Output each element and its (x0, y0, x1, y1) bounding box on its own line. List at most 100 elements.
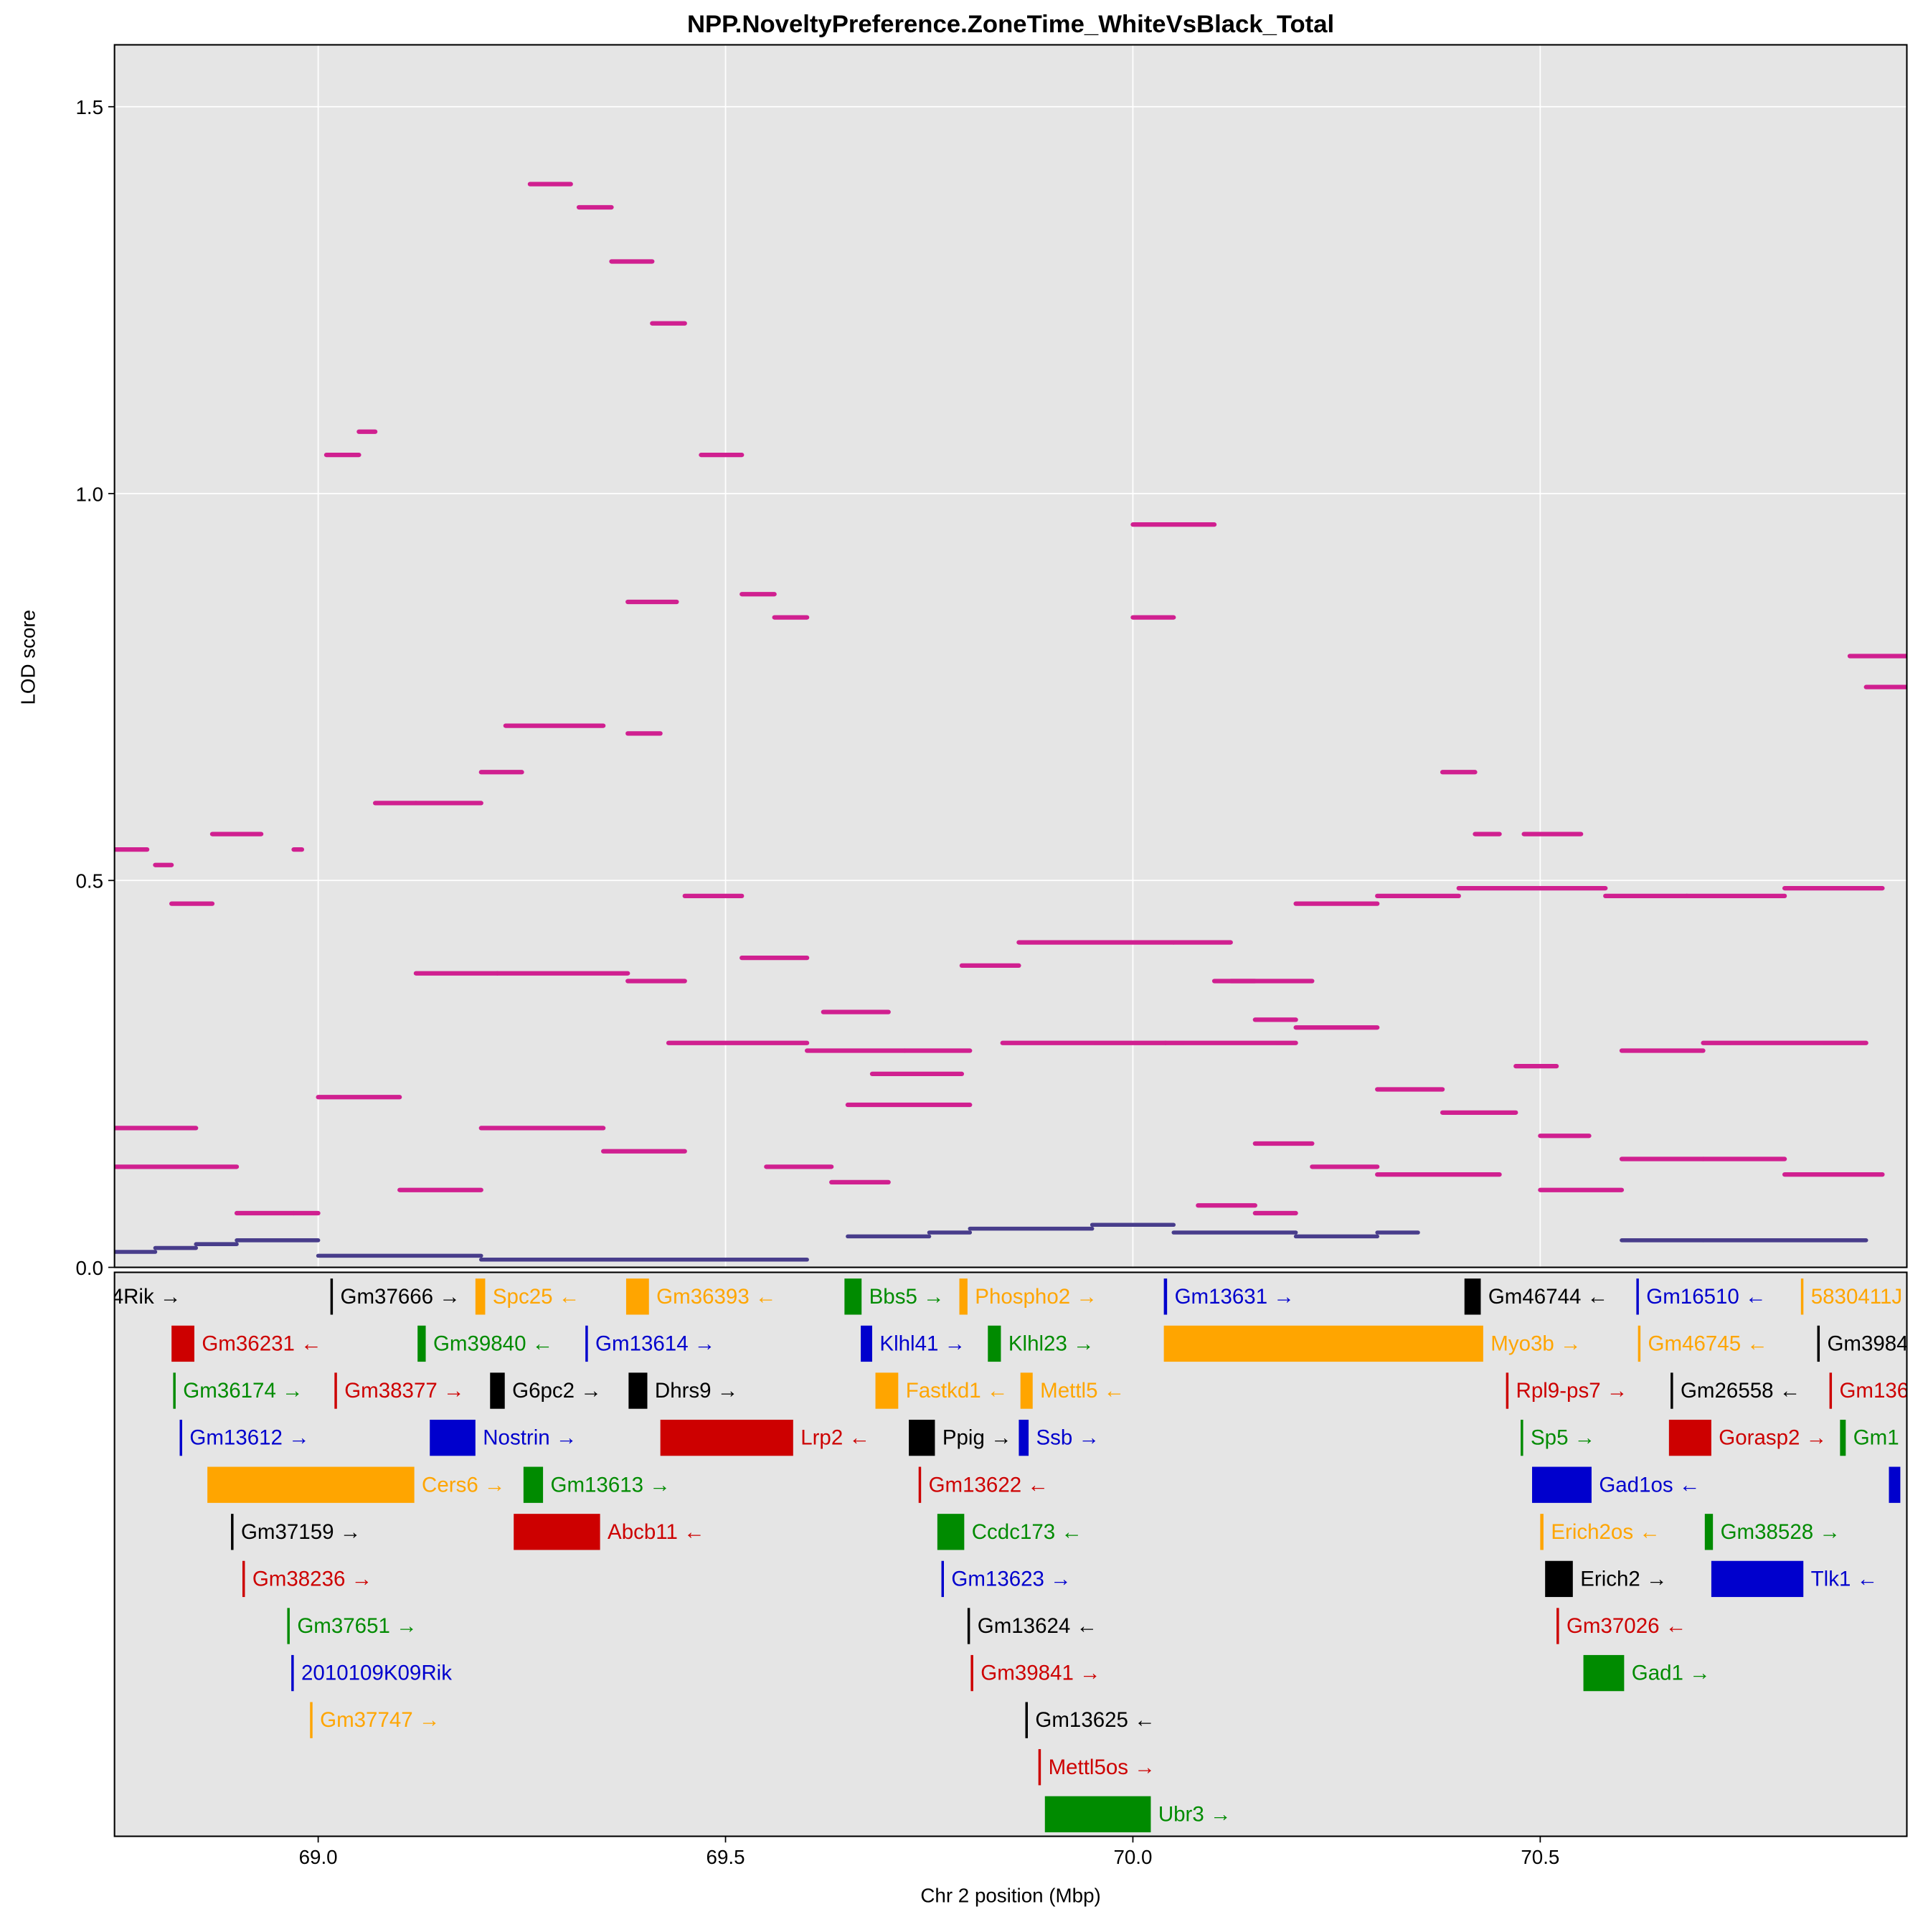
lod-panel (114, 44, 1907, 1268)
gene-Gm3984: Gm3984 (1817, 1325, 1906, 1362)
gene-bar (287, 1608, 290, 1644)
gene-bar (1163, 1325, 1483, 1362)
gene-Gm46745: Gm46745 ← (1638, 1325, 1768, 1362)
gene-bar (844, 1278, 862, 1315)
gene-label: Gm13614 → (595, 1332, 715, 1355)
gene-bar (334, 1372, 337, 1409)
gene-bar (179, 1419, 182, 1456)
gene-Gm39841: Gm39841 → (970, 1654, 1101, 1692)
gene-Gm36393: Gm36393 ← (625, 1278, 776, 1315)
gene-bar (1038, 1749, 1041, 1786)
gene-bar (909, 1419, 935, 1456)
gene-label: Phospho2 → (975, 1285, 1097, 1309)
gene-bar (1020, 1372, 1033, 1409)
x-tick-label: 70.5 (1521, 1846, 1559, 1868)
gene-label: Tlk1 ← (1811, 1567, 1878, 1591)
series-points (114, 182, 1907, 1262)
gene-bar (861, 1325, 872, 1362)
y-tick-label: 1.5 (75, 96, 103, 118)
gene-label: Abcb11 ← (608, 1520, 705, 1544)
gene-Gad1: Gad1 → (1583, 1654, 1711, 1692)
x-tick-label: 69.0 (299, 1846, 338, 1868)
gene-label: Erich2os ← (1551, 1520, 1660, 1544)
gene-label: Nostrin → (483, 1426, 577, 1450)
gene-bar (242, 1560, 245, 1598)
gene-Gm46744: Gm46744 ← (1464, 1278, 1608, 1315)
gene-Rpl9-ps7: Rpl9-ps7 → (1506, 1372, 1628, 1409)
gene-label: Gm37666 → (341, 1285, 460, 1309)
gene-bar (1025, 1702, 1028, 1738)
gene-bar (1540, 1514, 1544, 1550)
gene-label: Gm46744 ← (1488, 1285, 1608, 1309)
gene-Gad1os: Gad1os ← (1532, 1466, 1700, 1503)
gene-Cers6: Cers6 → (207, 1466, 505, 1503)
gene-label: Gm13625 ← (1035, 1708, 1155, 1732)
gene-bar (1556, 1608, 1559, 1644)
gene-label: Gm46745 ← (1648, 1332, 1768, 1355)
gene-label: Gm26558 ← (1681, 1379, 1800, 1403)
gene-label: Ubr3 → (1158, 1802, 1232, 1826)
gene-5830411J: 5830411J (1800, 1278, 1902, 1315)
gene-label: Gorasp2 → (1719, 1426, 1827, 1450)
gene-label: Gm13613 → (551, 1473, 671, 1497)
gene-bar (1668, 1419, 1711, 1456)
gene-Gm36174: Gm36174 → (173, 1372, 303, 1409)
gene-Gm13631: Gm13631 → (1163, 1278, 1295, 1315)
gene-Erich2: Erich2 → (1545, 1560, 1668, 1598)
gene-label: 2010109K09Rik (301, 1662, 452, 1685)
gene-label: Dhrs9 → (655, 1379, 738, 1403)
gene-2010109K09Rik: 2010109K09Rik (291, 1654, 452, 1692)
gene-bar (1019, 1419, 1029, 1456)
gene-background (114, 1272, 1907, 1837)
gene-Gm39840: Gm39840 ← (417, 1325, 553, 1362)
gene-tracks: 4932414N04Rik → Gm37666 → Spc25 ← Gm36393 ←… (115, 1278, 1924, 1833)
gene-bar (171, 1325, 194, 1362)
gene-bar (959, 1278, 968, 1315)
gene-label: Gm13622 ← (929, 1473, 1049, 1497)
gene-bar (1889, 1466, 1901, 1503)
gene-label: Ccdc173 ← (972, 1520, 1082, 1544)
gene-bar (514, 1514, 600, 1550)
gene-Gm136: Gm136 (1829, 1372, 1909, 1409)
y-axis-label: LOD score (17, 610, 39, 705)
gene-label: Gm136 (1839, 1379, 1909, 1403)
gene-Gm37159: Gm37159 → (231, 1514, 361, 1550)
gene-label: Gm1 (1853, 1426, 1899, 1450)
gene-Sp5: Sp5 → (1521, 1419, 1595, 1456)
gene-Gm13624: Gm13624 ← (967, 1608, 1097, 1644)
gene-Gm37651: Gm37651 → (287, 1608, 417, 1644)
gene-label: Rpl9-ps7 → (1516, 1379, 1628, 1403)
gene-Fastkd1: Fastkd1 ← (875, 1372, 1008, 1409)
gene-Gm38528: Gm38528 → (1704, 1514, 1840, 1550)
gene-Gm13622: Gm13622 ← (918, 1466, 1049, 1503)
gene-label: Lrp2 ← (800, 1426, 870, 1450)
x-tick-label: 70.0 (1113, 1846, 1152, 1868)
gene-Gm37026: Gm37026 ← (1556, 1608, 1686, 1644)
gene-Gm37666: Gm37666 → (330, 1278, 460, 1315)
gene-G6pc2: G6pc2 → (490, 1372, 602, 1409)
gene-Erich2os: Erich2os ← (1540, 1514, 1660, 1550)
gene-bar (967, 1608, 970, 1644)
gene-Phospho2: Phospho2 → (959, 1278, 1097, 1315)
gene-bar (1163, 1278, 1168, 1315)
gene-label: Ppig → (942, 1426, 1012, 1450)
gene-bar (310, 1702, 313, 1738)
gene-bar (1800, 1278, 1804, 1315)
gene-bar (1506, 1372, 1509, 1409)
gene-label: G (1908, 1473, 1924, 1497)
x-axis-label: Chr 2 position (Mbp) (920, 1885, 1100, 1907)
gene-label: Mettl5os → (1049, 1756, 1156, 1779)
gene-Ppig: Ppig → (909, 1419, 1012, 1456)
gene-bar (1704, 1514, 1714, 1550)
gene-label: Gm36231 ← (202, 1332, 321, 1355)
gene-Gorasp2: Gorasp2 → (1668, 1419, 1827, 1456)
gene-bar (417, 1325, 426, 1362)
gene-label: Sp5 → (1531, 1426, 1595, 1450)
gene-label: Gm13624 ← (978, 1614, 1097, 1638)
gene-label: Gm39840 ← (433, 1332, 553, 1355)
gene-bar (1817, 1325, 1820, 1362)
gene-Gm26558: Gm26558 ← (1671, 1372, 1800, 1409)
gene-Tlk1: Tlk1 ← (1711, 1560, 1878, 1598)
gene-label: Gad1os ← (1599, 1473, 1700, 1497)
